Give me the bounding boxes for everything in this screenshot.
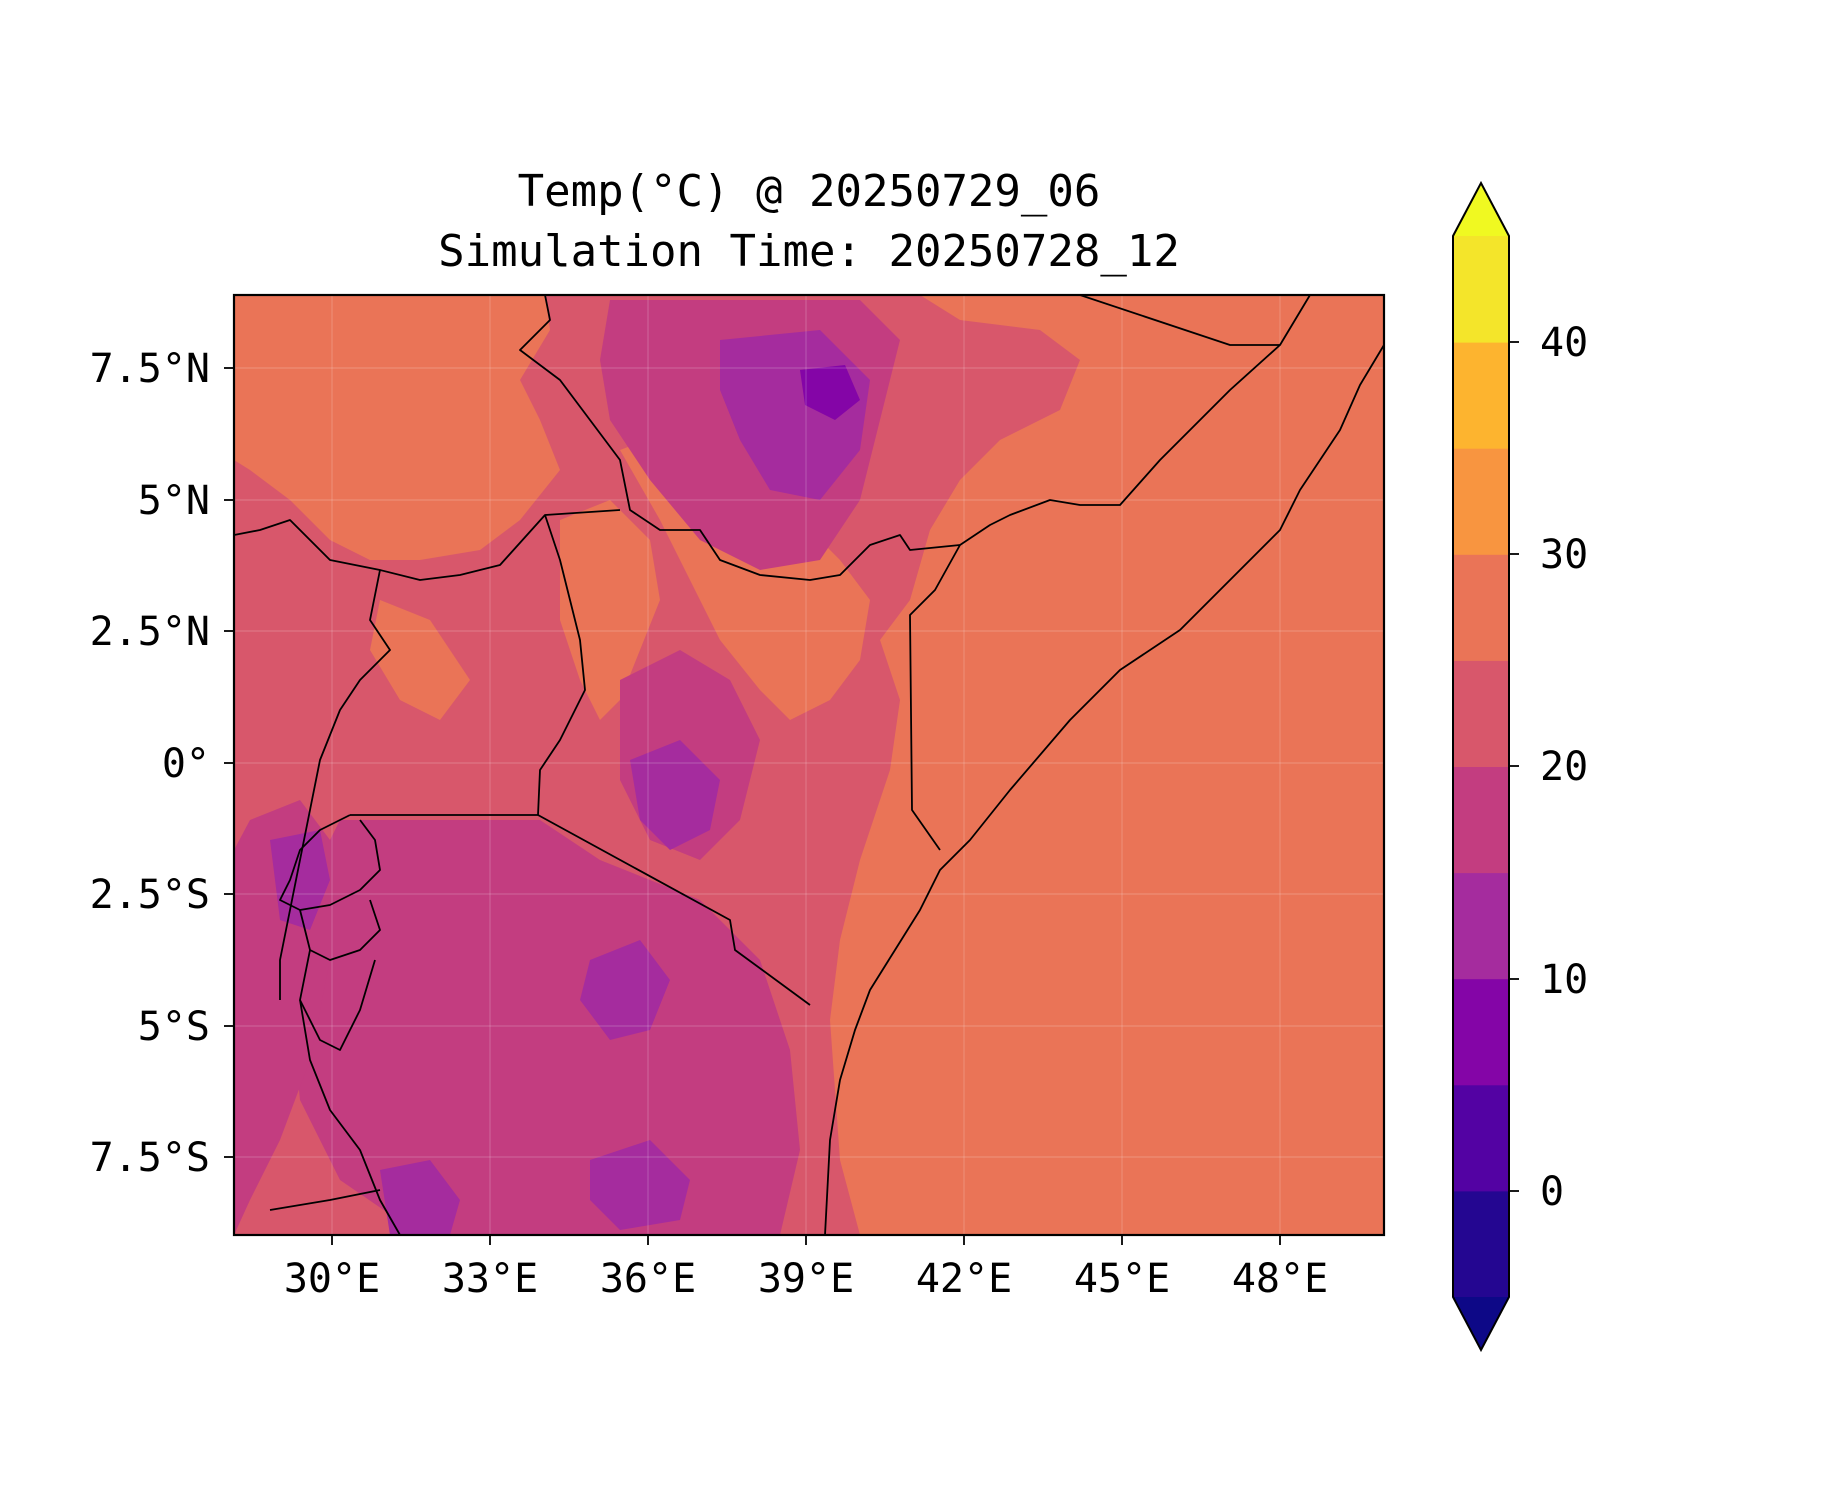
y-axis: 7.5°N 5°N 2.5°N 0° 2.5°S 5°S 7.5°S [90,346,234,1181]
x-tick-label: 45°E [1074,1256,1170,1302]
cold-region-southwest [380,1160,460,1235]
cold-region-south [590,1140,690,1230]
x-tick-label: 36°E [600,1256,696,1302]
colorbar-tick-label: 20 [1540,744,1588,790]
y-tick-0: 0° [162,741,234,787]
colorbar-tick-label: 0 [1540,1169,1564,1215]
cool-region-tanzania [290,820,800,1235]
y-tick-label: 0° [162,741,210,787]
x-tick-label: 39°E [758,1256,854,1302]
colorbar-ticks: 0 10 20 30 40 [1509,320,1588,1215]
y-tick-5S: 5°S [138,1004,234,1050]
border-sudan-ethiopia [519,295,961,581]
colorbar-band [1453,1190,1509,1298]
y-tick-5N: 5°N [138,478,234,524]
border-uganda-kenya [537,514,586,816]
y-tick-label: 7.5°S [90,1135,210,1181]
colorbar-tick-label: 10 [1540,957,1588,1003]
warm-region-sudan [234,295,560,560]
colorbar-band [1453,660,1509,767]
border-burundi-tanzania [299,899,381,1051]
colorbar-tick-30: 30 [1509,532,1588,578]
colorbar-under-triangle [1453,1297,1509,1350]
x-tick-label: 30°E [284,1256,380,1302]
cold-region-rwanda [270,830,330,930]
y-tick-7.5S: 7.5°S [90,1135,234,1181]
borders [234,295,1384,1235]
colorbar-outline [1452,180,1510,1353]
colorbar-tick-label: 40 [1540,320,1588,366]
x-axis: 30°E 33°E 36°E 39°E 42°E 45°E 48°E [284,1235,1328,1302]
cold-region-kilimanjaro [580,940,670,1040]
x-tick-33: 33°E [442,1235,538,1302]
x-tick-36: 36°E [600,1235,696,1302]
x-tick-42: 42°E [916,1235,1012,1302]
border-somaliland [1079,295,1280,346]
x-tick-48: 48°E [1232,1235,1328,1302]
x-tick-label: 42°E [916,1256,1012,1302]
x-tick-39: 39°E [758,1235,854,1302]
map-frame [232,293,1386,1237]
colorbar: 0 10 20 30 40 [1452,180,1588,1353]
colorbar-tick-20: 20 [1509,744,1588,790]
cold-region-kenya [630,740,720,850]
x-tick-label: 33°E [442,1256,538,1302]
y-tick-7.5N: 7.5°N [90,346,234,392]
y-tick-label: 7.5°N [90,346,210,392]
y-tick-2.5N: 2.5°N [90,609,234,655]
colorbar-band [1453,342,1509,449]
border-kenya-somalia-ethiopia [959,295,1311,546]
colorbar-band [1453,448,1509,555]
x-tick-45: 45°E [1074,1235,1170,1302]
graticule [234,295,1384,1235]
y-tick-label: 2.5°N [90,609,210,655]
map-panel: 30°E 33°E 36°E 39°E 42°E 45°E 48°E 7.5°N… [90,293,1386,1302]
colorbar-band [1453,872,1509,980]
warm-region-turkana [560,500,660,720]
x-tick-30: 30°E [284,1235,380,1302]
plot-title-line1: Temp(°C) @ 20250729_06 [517,166,1101,217]
border-lake-tanganyika [299,999,401,1235]
warm-region-ethiopia-east [830,295,1384,1235]
x-tick-label: 48°E [1232,1256,1328,1302]
border-kenya-tanzania [537,814,811,1006]
border-uganda-sudan [234,509,621,581]
colorbar-tick-10: 10 [1509,957,1588,1003]
coldest-patch-ethiopia [800,365,860,420]
colorbar-tick-0: 0 [1509,1169,1564,1215]
colorbar-tick-label: 30 [1540,532,1588,578]
y-tick-2.5S: 2.5°S [90,872,234,918]
border-zambia-malawi [269,1189,381,1211]
coastline [824,344,1384,1235]
colorbar-band [1453,1084,1509,1192]
colorbar-tick-40: 40 [1509,320,1588,366]
border-uganda-west [279,569,391,1000]
y-tick-label: 2.5°S [90,872,210,918]
warm-region-uganda [370,600,470,720]
colorbar-band [1453,978,1509,1086]
plot-title-line2: Simulation Time: 20250728_12 [438,226,1180,277]
colorbar-bands [1453,236,1509,1298]
border-kenya-somalia [909,544,961,851]
colorbar-over-triangle [1453,183,1509,236]
colorbar-band [1453,236,1509,343]
colorbar-band [1453,554,1509,661]
colorbar-band [1453,766,1509,874]
y-tick-label: 5°S [138,1004,210,1050]
y-tick-label: 5°N [138,478,210,524]
